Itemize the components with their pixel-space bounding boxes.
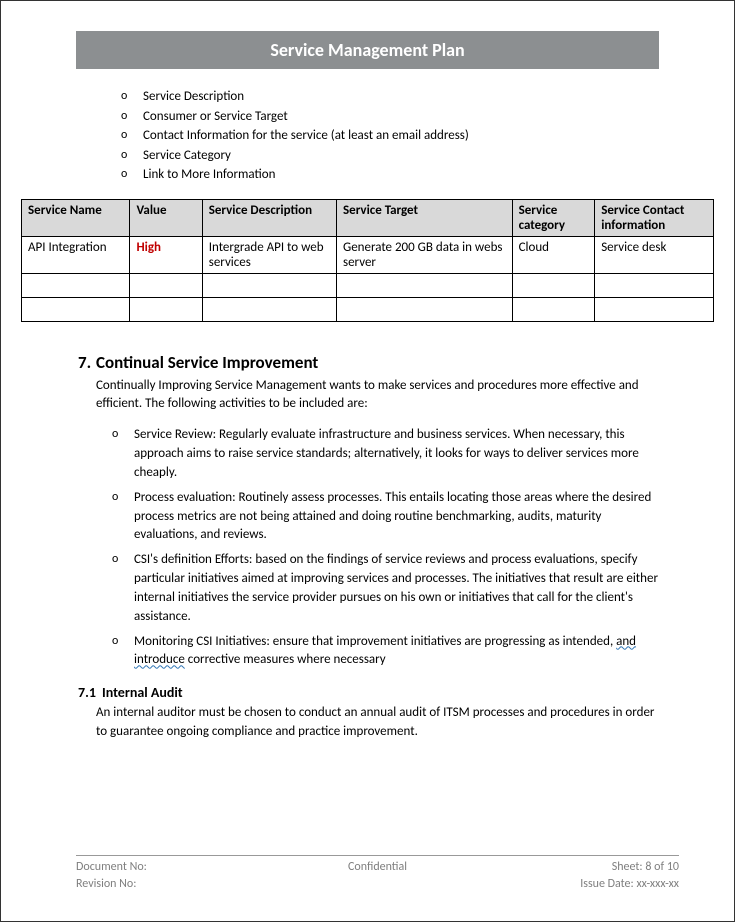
footer-sheet: Sheet: 8 of 10 (478, 859, 679, 876)
footer-revision: Revision No: (76, 876, 277, 893)
table-row-empty (22, 297, 714, 321)
table-row: API Integration High Intergrade API to w… (22, 236, 714, 273)
cell-contact: Service desk (595, 236, 714, 273)
section-heading: 7.Continual Service Improvement (78, 352, 659, 373)
section-intro: Continually Improving Service Management… (96, 377, 659, 415)
table-header-row: Service Name Value Service Description S… (22, 199, 714, 236)
csi-list: Service Review: Regularly evaluate infra… (112, 426, 659, 670)
list-item: Monitoring CSI Initiatives: ensure that … (112, 633, 659, 671)
list-item: Service Description (121, 87, 714, 107)
subsection-text: An internal auditor must be chosen to co… (96, 704, 659, 742)
intro-list: Service Description Consumer or Service … (121, 87, 714, 185)
th-value: Value (130, 199, 202, 236)
th-target: Service Target (337, 199, 513, 236)
footer-doc-no: Document No: (76, 859, 277, 876)
list-item: CSI's definition Efforts: based on the f… (112, 551, 659, 626)
cell-target: Generate 200 GB data in webs server (337, 236, 513, 273)
list-item: Service Category (121, 146, 714, 166)
footer-issue-date: Issue Date: xx-xxx-xx (478, 876, 679, 893)
th-category: Service category (512, 199, 595, 236)
section-7: 7.Continual Service Improvement Continua… (96, 352, 659, 743)
cell-value: High (130, 236, 202, 273)
list-item: Process evaluation: Routinely assess pro… (112, 489, 659, 546)
page-title: Service Management Plan (76, 31, 659, 69)
th-contact: Service Contact information (595, 199, 714, 236)
cell-name: API Integration (22, 236, 130, 273)
cell-desc: Intergrade API to web services (202, 236, 336, 273)
service-table: Service Name Value Service Description S… (21, 199, 714, 322)
table-row-empty (22, 273, 714, 297)
list-item: Contact Information for the service (at … (121, 126, 714, 146)
subsection-heading: 7.1Internal Audit (78, 684, 659, 701)
list-item: Service Review: Regularly evaluate infra… (112, 426, 659, 483)
th-name: Service Name (22, 199, 130, 236)
th-desc: Service Description (202, 199, 336, 236)
page-footer: Document No: Confidential Sheet: 8 of 10… (76, 855, 679, 893)
footer-confidential: Confidential (277, 859, 478, 876)
list-item: Consumer or Service Target (121, 107, 714, 127)
list-item: Link to More Information (121, 165, 714, 185)
cell-category: Cloud (512, 236, 595, 273)
